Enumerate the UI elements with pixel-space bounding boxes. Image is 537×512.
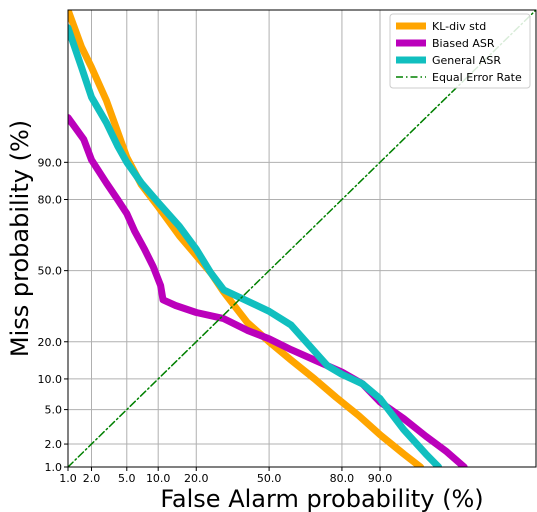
y-tick-label: 50.0 xyxy=(38,265,63,278)
x-tick-label: 1.0 xyxy=(59,472,77,485)
legend-label: KL-div std xyxy=(432,20,486,33)
x-tick-label: 10.0 xyxy=(146,472,171,485)
y-tick-label: 10.0 xyxy=(38,373,63,386)
x-tick-label: 50.0 xyxy=(257,472,282,485)
y-tick-label: 20.0 xyxy=(38,336,63,349)
x-tick-label: 5.0 xyxy=(118,472,136,485)
y-tick-label: 80.0 xyxy=(38,194,63,207)
series-group xyxy=(68,10,536,467)
x-tick-label: 80.0 xyxy=(330,472,355,485)
series-line-general-asr xyxy=(68,24,443,467)
legend-box xyxy=(389,13,531,89)
y-tick-label: 1.0 xyxy=(45,461,63,474)
y-tick-label: 5.0 xyxy=(45,404,63,417)
axes-frame xyxy=(67,9,537,468)
y-axis-label: Miss probability (%) xyxy=(6,120,34,357)
x-tick-label: 2.0 xyxy=(83,472,101,485)
legend-label: Biased ASR xyxy=(432,37,495,50)
y-tick-label: 2.0 xyxy=(45,438,63,451)
x-tick-label: 90.0 xyxy=(368,472,393,485)
y-tick-label: 90.0 xyxy=(38,156,63,169)
x-axis-label: False Alarm probability (%) xyxy=(160,485,483,512)
series-line-equal-error-rate xyxy=(68,10,536,467)
legend-label: General ASR xyxy=(432,54,501,67)
legend-label: Equal Error Rate xyxy=(432,71,522,84)
legend: KL-div std Biased ASR General ASR Equal Err… xyxy=(389,13,531,89)
x-tick-label: 20.0 xyxy=(184,472,209,485)
